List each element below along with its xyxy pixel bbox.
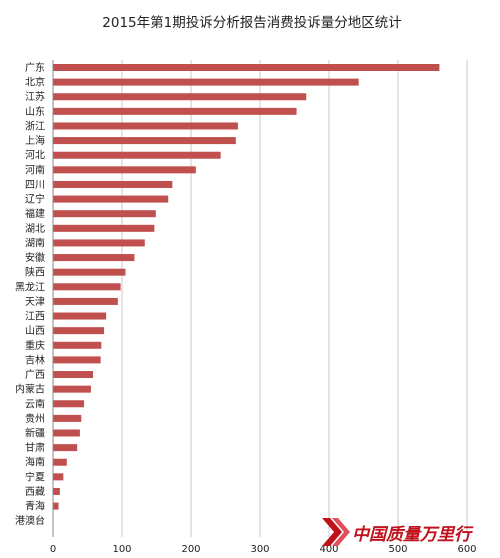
category-label: 黑龙江: [15, 280, 45, 293]
category-label: 湖南: [25, 236, 45, 249]
category-label: 江西: [25, 311, 45, 323]
logo-icon: [322, 518, 350, 546]
bar-云南: [53, 400, 85, 408]
category-label: 内蒙古: [15, 383, 45, 396]
x-tick-label: 100: [112, 544, 131, 555]
x-axis-tick-labels: 0 100 200 300 400 500 600: [50, 544, 477, 555]
category-label: 安徽: [25, 251, 45, 264]
bar-福建: [53, 210, 156, 218]
category-label: 新疆: [25, 427, 45, 440]
category-label: 河南: [25, 163, 45, 176]
bar-山东: [53, 107, 297, 115]
category-label: 甘肃: [25, 441, 45, 454]
bar-湖北: [53, 224, 155, 232]
bar-西藏: [53, 487, 60, 495]
bar-江西: [53, 312, 107, 320]
bar-江苏: [53, 93, 307, 101]
bar-山西: [53, 327, 105, 335]
category-label: 浙江: [25, 120, 45, 132]
gridlines: [121, 60, 468, 537]
category-label: 天津: [25, 296, 45, 308]
bar-贵州: [53, 414, 82, 422]
x-tick-label: 200: [181, 544, 200, 555]
category-label: 吉林: [25, 353, 45, 366]
bar-上海: [53, 137, 236, 145]
x-tick-label: 0: [50, 544, 56, 555]
bar-海南: [53, 458, 67, 466]
bar-浙江: [53, 122, 238, 130]
category-label: 江苏: [25, 90, 45, 103]
bar-广西: [53, 371, 94, 379]
category-label: 广东: [25, 61, 45, 74]
category-label: 山东: [25, 105, 45, 118]
category-label: 广西: [25, 369, 45, 381]
category-label: 云南: [25, 397, 45, 410]
watermark: 中国质量万里行: [322, 518, 474, 546]
bar-安徽: [53, 254, 135, 262]
bar-河北: [53, 151, 221, 159]
x-tick-label: 400: [319, 544, 338, 555]
category-label: 湖北: [25, 223, 45, 235]
bar-重庆: [53, 341, 102, 349]
category-labels: 广东北京江苏山东浙江上海河北河南四川辽宁福建湖北湖南安徽陕西黑龙江天津江西山西重…: [15, 61, 45, 527]
category-label: 陕西: [25, 266, 45, 279]
category-label: 贵州: [25, 412, 45, 425]
bar-宁夏: [53, 473, 64, 481]
bar-陕西: [53, 268, 126, 276]
category-label: 福建: [25, 207, 45, 220]
bar-吉林: [53, 356, 101, 364]
bar-河南: [53, 166, 196, 174]
category-label: 北京: [25, 76, 45, 89]
x-tick-label: 500: [388, 544, 407, 555]
x-tick-label: 600: [457, 544, 476, 555]
bars: [53, 64, 440, 510]
category-label: 港澳台: [15, 514, 45, 527]
chart-title: 2015年第1期投诉分析报告消费投诉量分地区统计: [102, 14, 401, 31]
bar-内蒙古: [53, 385, 91, 393]
category-label: 青海: [25, 500, 45, 513]
bar-广东: [53, 64, 440, 71]
category-label: 四川: [25, 180, 45, 191]
category-label: 山西: [25, 325, 45, 337]
bar-新疆: [53, 429, 80, 437]
bar-青海: [53, 502, 59, 510]
bar-北京: [53, 78, 359, 86]
category-label: 辽宁: [25, 193, 45, 206]
bar-天津: [53, 297, 118, 305]
category-label: 宁夏: [25, 470, 45, 483]
category-label: 上海: [25, 134, 45, 147]
bar-甘肃: [53, 444, 78, 452]
category-label: 重庆: [25, 339, 45, 352]
category-label: 河北: [25, 150, 45, 162]
bar-四川: [53, 180, 173, 188]
category-label: 西藏: [25, 486, 45, 498]
bar-黑龙江: [53, 283, 121, 291]
category-label: 海南: [25, 456, 45, 469]
watermark-text: 中国质量万里行: [352, 525, 474, 545]
bar-湖南: [53, 239, 145, 247]
bar-辽宁: [53, 195, 169, 203]
x-tick-label: 300: [250, 544, 269, 555]
